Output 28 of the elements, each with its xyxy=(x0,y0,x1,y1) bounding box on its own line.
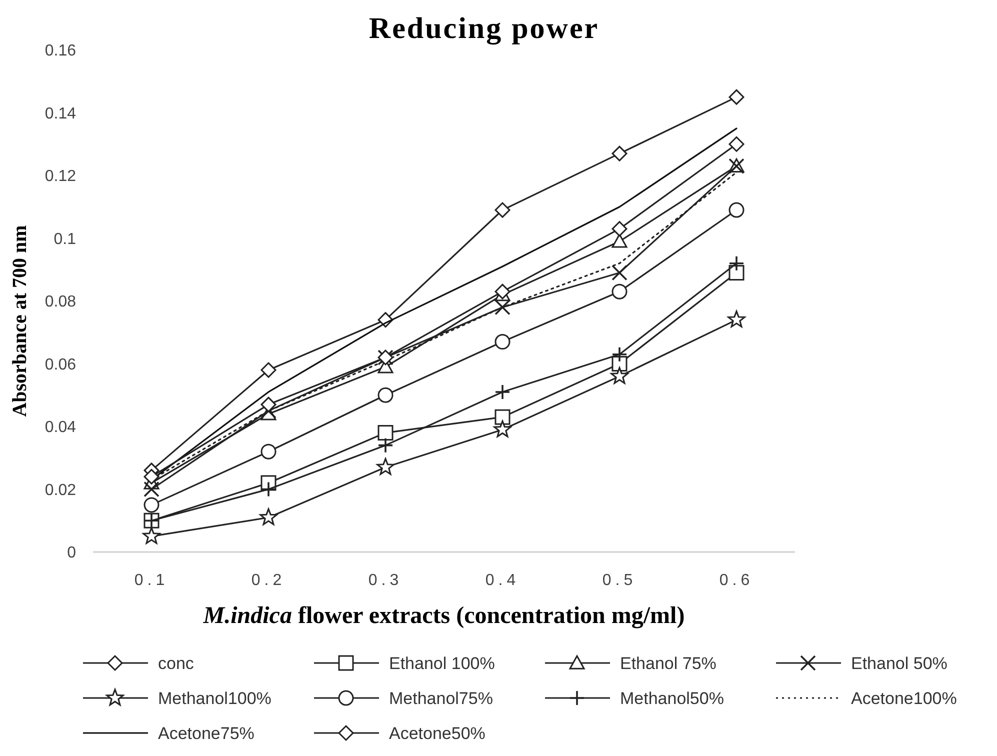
y-tick-label: 0.14 xyxy=(44,105,76,122)
y-tick-label: 0.12 xyxy=(44,168,76,186)
y-tick-label: 0.1 xyxy=(54,230,76,248)
legend-label: Acetone100% xyxy=(851,688,957,708)
legend-label: Acetone50% xyxy=(389,724,486,743)
legend-label: Acetone75% xyxy=(158,724,254,743)
legend-label: Methanol50% xyxy=(620,688,724,708)
y-tick-label: 0.02 xyxy=(44,482,76,499)
y-tick-label: 0 xyxy=(67,544,76,562)
legend-label: Ethanol 50% xyxy=(851,654,948,673)
x-axis-title: M.indica flower extracts (concentration mg/ml) xyxy=(202,603,685,629)
legend-label: Ethanol 75% xyxy=(620,654,716,673)
legend-label: Methanol100% xyxy=(158,688,272,708)
x-tick-label: 0.2 xyxy=(251,572,286,589)
x-tick-label: 0.4 xyxy=(485,572,520,589)
x-tick-label: 0.1 xyxy=(134,572,169,589)
y-tick-label: 0.16 xyxy=(44,42,76,60)
legend-label: Ethanol 100% xyxy=(389,654,495,673)
y-tick-label: 0.08 xyxy=(44,294,76,311)
x-tick-label: 0.6 xyxy=(719,572,754,589)
legend-label: conc xyxy=(158,654,194,673)
chart-title: Reducing power xyxy=(368,12,600,45)
y-tick-label: 0.06 xyxy=(44,356,76,374)
legend-label: Methanol75% xyxy=(389,688,493,708)
y-tick-label: 0.04 xyxy=(44,419,76,436)
y-axis-title: Absorbance at 700 nm xyxy=(9,224,31,417)
x-tick-label: 0.3 xyxy=(368,572,403,589)
x-tick-label: 0.5 xyxy=(602,572,637,589)
